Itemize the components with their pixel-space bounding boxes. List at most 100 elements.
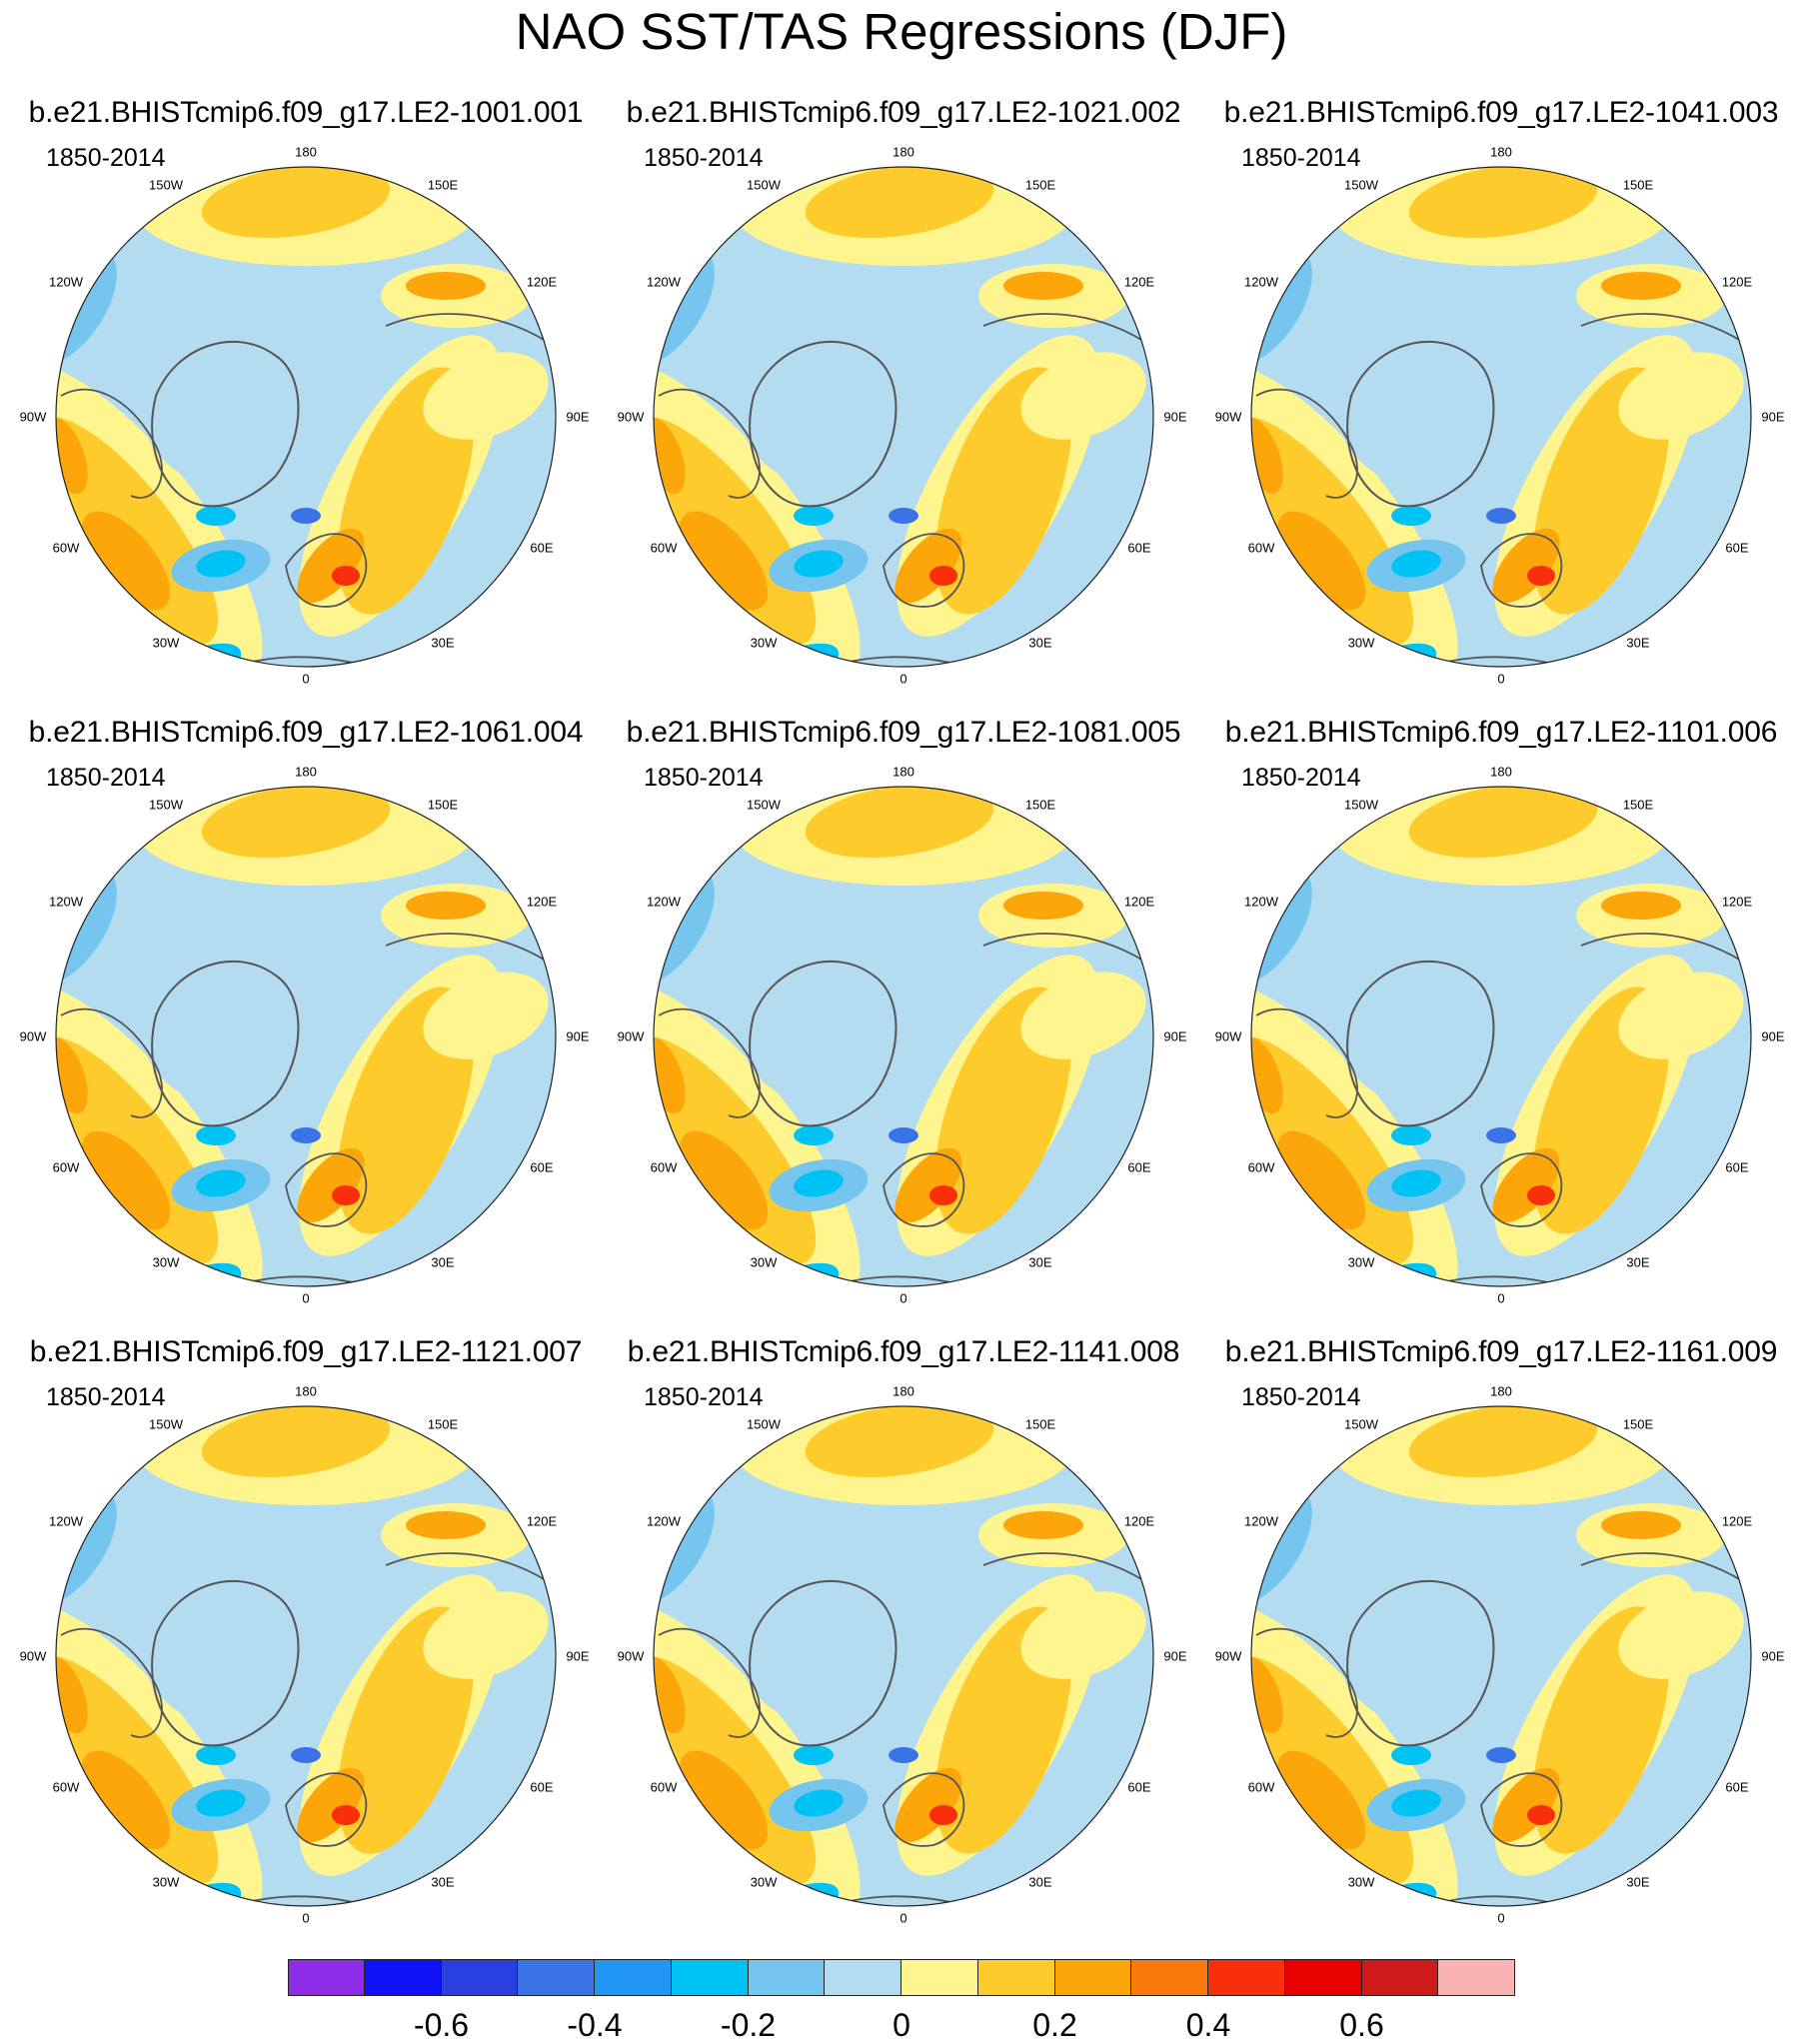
coastline-north-america [658,1008,761,1118]
longitude-label-30W: 30W [152,1254,180,1270]
shading-east-siberia [1601,272,1681,300]
longitude-label-150E: 150E [1024,177,1056,193]
longitude-label-30E: 30E [1626,1874,1650,1890]
map-boundary [55,1405,557,1907]
longitude-label-120E: 120E [526,274,558,290]
colorbar-frame [288,1959,1515,1996]
coastline-siberia [1580,933,1742,962]
longitude-label-150E: 150E [1024,1416,1056,1432]
longitude-label-30E: 30E [431,1874,455,1890]
longitude-label-150W: 150W [747,177,781,193]
coastline-north-america [60,1627,163,1738]
longitude-label-150W: 150W [149,177,183,193]
longitude-label-60E: 60E [530,1159,554,1175]
shading-baffin [196,506,236,526]
colorbar-swatch [364,1959,442,1996]
longitude-label-90E: 90E [566,409,590,425]
longitude-label-90E: 90E [1163,409,1187,425]
panel-period-label: 1850-2014 [1241,144,1361,172]
shading-east-siberia [406,892,486,920]
longitude-label-90E: 90E [566,1648,590,1664]
longitude-label-60W: 60W [650,1159,678,1175]
coastline-siberia [982,313,1144,342]
colorbar-swatch [977,1959,1055,1996]
colorbar-tick-label: -0.2 [720,2007,777,2043]
shading-atlantic-max [81,1750,171,1850]
panel-period-label: 1850-2014 [46,144,166,172]
longitude-label-30W: 30W [152,635,180,651]
panel-case-title: b.e21.BHISTcmip6.f09_g17.LE2-1041.003 [1223,96,1779,129]
panel-period-label: 1850-2014 [644,144,764,172]
shading-pacific-core [201,1406,391,1478]
shading-scandinavia [297,1147,365,1223]
shading-east-siberia [1003,272,1083,300]
shading-pacific-core [201,787,391,859]
shading-pacific-core [1408,167,1598,239]
colorbar-tick-label: 0.2 [1032,2007,1077,2043]
shading-baffin [196,1125,236,1145]
shading-scandinavia-max [332,1805,360,1825]
longitude-label-0: 0 [302,671,310,687]
shading-pacific-core [805,167,994,239]
shading-central-asia [1618,972,1744,1059]
longitude-label-120W: 120W [1244,1513,1278,1529]
longitude-label-90W: 90W [1214,409,1242,425]
longitude-label-150E: 150E [427,177,459,193]
longitude-label-180: 180 [1490,1383,1512,1399]
coastline-siberia [385,933,547,962]
coastline-siberia [982,933,1144,962]
longitude-label-90E: 90E [1761,1648,1785,1664]
shading-atlantic-max [1276,1130,1366,1230]
longitude-label-30W: 30W [750,1254,778,1270]
shading-atlantic-max [81,1130,171,1230]
panel-case-title: b.e21.BHISTcmip6.f09_g17.LE2-1161.009 [1224,1335,1778,1368]
polar-map [653,166,1154,668]
coastline-siberia [385,313,547,342]
longitude-label-90E: 90E [1163,1028,1187,1044]
shading-scandinavia [895,1147,962,1223]
longitude-label-150E: 150E [427,1416,459,1432]
longitude-label-60E: 60E [1725,540,1749,556]
longitude-label-120W: 120W [49,1513,83,1529]
coastline-europe [1480,533,1563,608]
shading-scandinavia-max [929,1185,957,1205]
shading-atlantic-max [679,511,769,611]
shading-cool-spot [291,1747,321,1763]
longitude-label-120E: 120E [526,894,558,910]
shading-mexico [654,417,686,495]
panel-period-label: 1850-2014 [1241,764,1361,792]
longitude-label-60W: 60W [52,540,80,556]
longitude-label-60E: 60E [530,1779,554,1795]
shading-central-asia [423,972,549,1059]
coastline-arctic [151,960,300,1127]
shading-central-asia [1020,972,1146,1059]
colorbar-tick-label: 0.4 [1185,2007,1231,2043]
longitude-label-30W: 30W [1347,1874,1375,1890]
longitude-label-120E: 120E [1123,1513,1155,1529]
shading-scandinavia [895,1767,962,1843]
figure-title: NAO SST/TAS Regressions (DJF) [515,3,1288,60]
map-boundary [1250,1405,1752,1907]
panel-period-label: 1850-2014 [1241,1383,1361,1411]
longitude-label-30E: 30E [1028,635,1052,651]
coastline-europe [883,1152,965,1227]
coastline-arctic [151,340,300,508]
longitude-label-120W: 120W [647,274,681,290]
longitude-label-60E: 60E [530,540,554,556]
longitude-label-60W: 60W [1247,1779,1275,1795]
coastline-europe [285,1772,368,1847]
colorbar-swatch [518,1959,595,1996]
shading-scandinavia-max [1527,1805,1555,1825]
longitude-label-60E: 60E [1725,1779,1749,1795]
longitude-label-90W: 90W [617,1028,645,1044]
coastline-arctic [749,340,898,508]
colorbar-swatch [288,1959,365,1996]
longitude-label-60E: 60E [1127,540,1151,556]
panel-case-title: b.e21.BHISTcmip6.f09_g17.LE2-1001.001 [28,96,584,129]
shading-atlantic-max [81,511,171,611]
shading-cool-spot [1486,1127,1516,1143]
shading-mexico [654,1036,686,1114]
longitude-label-120E: 120E [1123,274,1155,290]
shading-east-siberia [1003,1511,1083,1539]
shading-scandinavia [1492,1147,1560,1223]
